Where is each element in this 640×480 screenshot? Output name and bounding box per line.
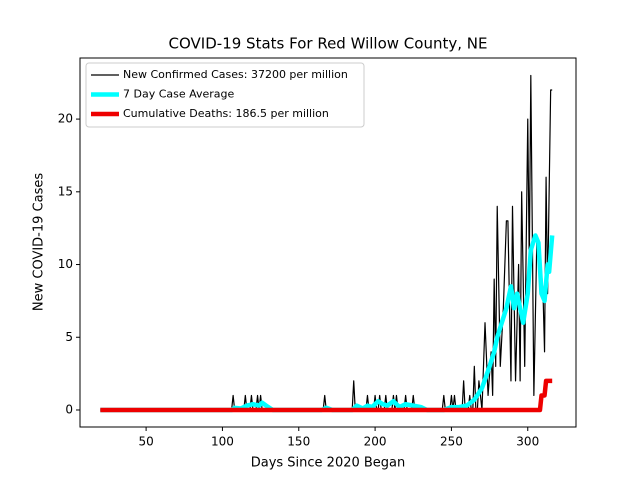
x-tick-label: 250 [440, 435, 463, 449]
x-tick-label: 50 [138, 435, 153, 449]
x-tick-label: 150 [287, 435, 310, 449]
x-tick-label: 300 [516, 435, 539, 449]
y-tick-label: 20 [58, 112, 73, 126]
y-tick-label: 5 [65, 330, 73, 344]
x-tick-label: 200 [364, 435, 387, 449]
series-line [100, 233, 555, 413]
plot-frame [79, 57, 577, 428]
x-tick-label: 100 [211, 435, 234, 449]
legend-label: 7 Day Case Average [123, 88, 235, 101]
legend-label: New Confirmed Cases: 37200 per million [123, 68, 348, 81]
x-axis-label: Days Since 2020 Began [251, 456, 406, 471]
series-line [100, 378, 553, 413]
chart-title: COVID-19 Stats For Red Willow County, NE [169, 35, 488, 53]
legend-label: Cumulative Deaths: 186.5 per million [123, 107, 329, 120]
y-tick-label: 0 [65, 402, 73, 416]
y-tick-label: 10 [58, 257, 73, 271]
y-tick-label: 15 [58, 184, 73, 198]
y-axis-label: New COVID-19 Cases [32, 173, 47, 311]
legend-box [85, 62, 365, 128]
